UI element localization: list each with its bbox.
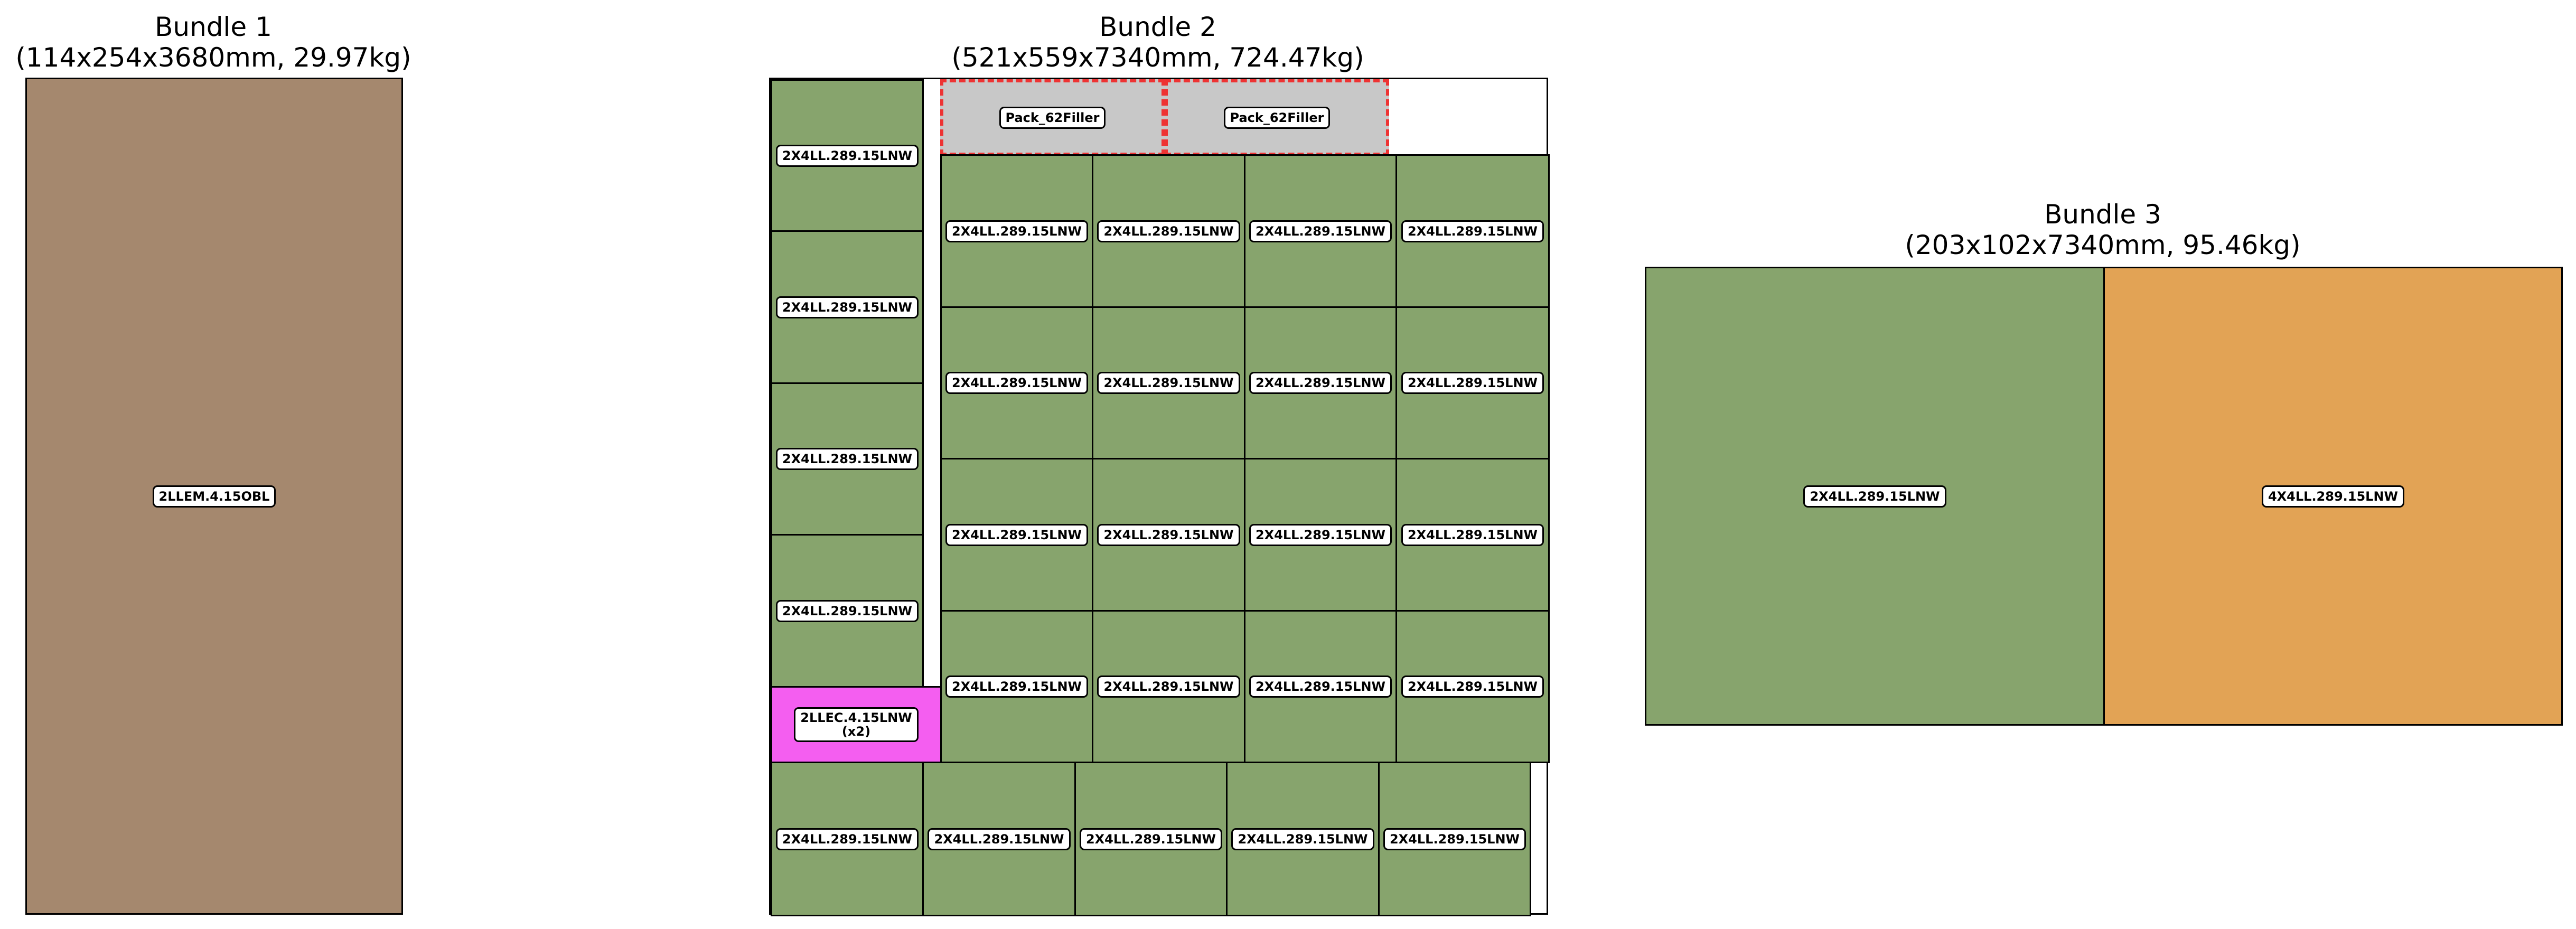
bundle-2-piece: 2X4LL.289.15LNW bbox=[1395, 306, 1550, 459]
piece-label: Pack_62Filler bbox=[999, 106, 1106, 129]
piece-label: 2LLEC.4.15LNW (x2) bbox=[794, 707, 919, 742]
piece-label: 2X4LL.289.15LNW bbox=[1231, 828, 1374, 850]
piece-label: 2X4LL.289.15LNW bbox=[1097, 675, 1240, 698]
piece-label: 2X4LL.289.15LNW bbox=[1097, 523, 1240, 546]
bundle-2-piece: 2X4LL.289.15LNW bbox=[1092, 458, 1245, 612]
bundle-2-piece: 2X4LL.289.15LNW bbox=[771, 382, 924, 536]
bundle-1-title: Bundle 1 (114x254x3680mm, 29.97kg) bbox=[15, 12, 411, 73]
piece-label: 2X4LL.289.15LNW bbox=[1401, 220, 1544, 242]
piece-label: 2X4LL.289.15LNW bbox=[775, 599, 919, 622]
piece-label: 4X4LL.289.15LNW bbox=[2261, 485, 2405, 508]
piece-label: 2X4LL.289.15LNW bbox=[1401, 372, 1544, 394]
piece-label: 2X4LL.289.15LNW bbox=[1803, 485, 1946, 508]
bundle-3-piece: 2X4LL.289.15LNW bbox=[1645, 267, 2105, 726]
piece-label: 2X4LL.289.15LNW bbox=[945, 220, 1089, 242]
bundle-2-piece: 2X4LL.289.15LNW bbox=[922, 762, 1076, 916]
filler-piece: Pack_62Filler bbox=[940, 79, 1165, 156]
piece-label: 2X4LL.289.15LNW bbox=[1079, 828, 1223, 850]
bundle-2-piece: 2X4LL.289.15LNW bbox=[1395, 458, 1550, 612]
piece-label: 2X4LL.289.15LNW bbox=[945, 675, 1089, 698]
piece-label: 2X4LL.289.15LNW bbox=[1249, 220, 1392, 242]
bundle-3-title: Bundle 3 (203x102x7340mm, 95.46kg) bbox=[1905, 199, 2300, 260]
piece-label: 2X4LL.289.15LNW bbox=[775, 296, 919, 318]
bundle-2-piece: 2X4LL.289.15LNW bbox=[1244, 610, 1397, 763]
bundle-2-piece: 2X4LL.289.15LNW bbox=[940, 458, 1093, 612]
bundle-2-piece: 2X4LL.289.15LNW bbox=[1395, 154, 1550, 308]
bundle-2-subtitle: (521x559x7340mm, 724.47kg) bbox=[951, 42, 1364, 73]
piece-label: 2X4LL.289.15LNW bbox=[1097, 220, 1240, 242]
bundle-2-piece: 2X4LL.289.15LNW bbox=[771, 762, 924, 916]
piece-label: 2X4LL.289.15LNW bbox=[1249, 675, 1392, 698]
bundle-3-subtitle: (203x102x7340mm, 95.46kg) bbox=[1905, 230, 2301, 260]
bundle-3-layout: 2X4LL.289.15LNW 4X4LL.289.15LNW bbox=[1645, 267, 2563, 726]
bundle-1-title-text: Bundle 1 bbox=[155, 12, 272, 42]
bundle-2-piece: 2X4LL.289.15LNW bbox=[1395, 610, 1550, 763]
bundle-2-title-text: Bundle 2 bbox=[1099, 12, 1216, 42]
bundle-2-piece: 2X4LL.289.15LNW bbox=[1092, 306, 1245, 459]
bundle-2-title: Bundle 2 (521x559x7340mm, 724.47kg) bbox=[951, 12, 1364, 73]
bundle-2-piece: 2X4LL.289.15LNW bbox=[940, 154, 1093, 308]
bundle-2-piece: 2X4LL.289.15LNW bbox=[771, 534, 924, 688]
piece-label: Pack_62Filler bbox=[1223, 106, 1331, 129]
piece-label: 2X4LL.289.15LNW bbox=[1249, 372, 1392, 394]
piece-label: 2LLEM.4.15OBL bbox=[152, 485, 276, 508]
piece-label: 2X4LL.289.15LNW bbox=[1401, 675, 1544, 698]
bundle-2-piece: 2X4LL.289.15LNW bbox=[1074, 762, 1228, 916]
bundle-2-piece: 2X4LL.289.15LNW bbox=[771, 79, 924, 232]
piece-label: 2X4LL.289.15LNW bbox=[945, 523, 1089, 546]
bundle-3-piece: 4X4LL.289.15LNW bbox=[2103, 267, 2563, 726]
piece-label: 2X4LL.289.15LNW bbox=[1249, 523, 1392, 546]
bundle-2-piece: 2X4LL.289.15LNW bbox=[1244, 458, 1397, 612]
bundle-2-piece: 2X4LL.289.15LNW bbox=[940, 306, 1093, 459]
bundle-2-piece: 2X4LL.289.15LNW bbox=[1244, 306, 1397, 459]
bundle-2-piece: 2X4LL.289.15LNW bbox=[1226, 762, 1380, 916]
piece-label: 2X4LL.289.15LNW bbox=[775, 144, 919, 167]
bundle-3-title-text: Bundle 3 bbox=[2044, 199, 2161, 230]
piece-label: 2X4LL.289.15LNW bbox=[775, 448, 919, 470]
piece-label: 2X4LL.289.15LNW bbox=[775, 828, 919, 850]
bundle-2-piece: 2X4LL.289.15LNW bbox=[1378, 762, 1531, 916]
piece-label: 2X4LL.289.15LNW bbox=[1383, 828, 1526, 850]
bundle-2-piece: 2X4LL.289.15LNW bbox=[1092, 610, 1245, 763]
piece-label: 2X4LL.289.15LNW bbox=[1097, 372, 1240, 394]
bundle-2-piece: 2X4LL.289.15LNW bbox=[940, 610, 1093, 763]
bundle-1-piece: 2LLEM.4.15OBL bbox=[25, 78, 403, 915]
piece-label: 2X4LL.289.15LNW bbox=[928, 828, 1071, 850]
bundle-2-piece: 2X4LL.289.15LNW bbox=[1092, 154, 1245, 308]
piece-label: 2X4LL.289.15LNW bbox=[945, 372, 1089, 394]
bundle-2-piece: 2X4LL.289.15LNW bbox=[1244, 154, 1397, 308]
bundle-1-subtitle: (114x254x3680mm, 29.97kg) bbox=[15, 42, 411, 73]
piece-label: 2X4LL.289.15LNW bbox=[1401, 523, 1544, 546]
bundle-2-piece: 2X4LL.289.15LNW bbox=[771, 230, 924, 384]
filler-piece: Pack_62Filler bbox=[1165, 79, 1389, 156]
bundle-2-layout: Pack_62Filler Pack_62Filler 2X4LL.289.15… bbox=[769, 78, 1550, 916]
bundle-2-piece: 2LLEC.4.15LNW (x2) bbox=[771, 686, 942, 763]
bundle-1-layout: 2LLEM.4.15OBL bbox=[25, 78, 403, 915]
